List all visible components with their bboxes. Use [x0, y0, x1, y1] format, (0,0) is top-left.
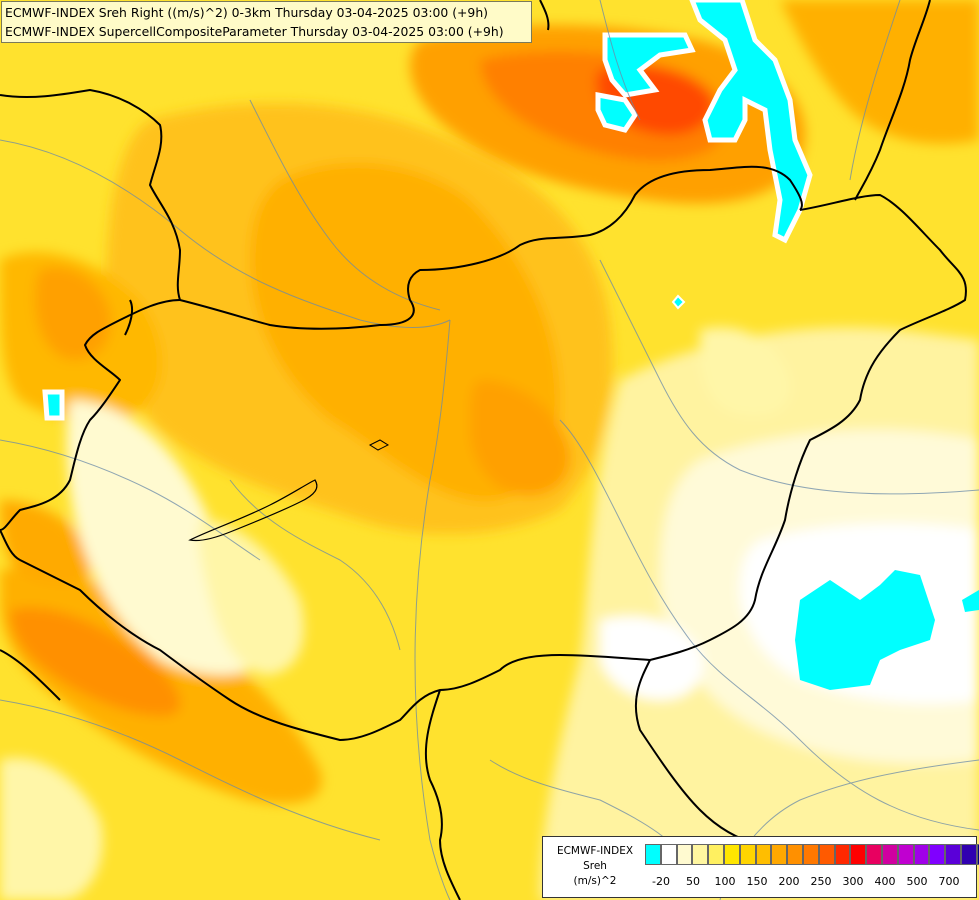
legend-swatch	[708, 844, 724, 865]
legend-swatch	[834, 844, 851, 865]
legend-swatch	[660, 844, 677, 865]
legend-tick-label: 500	[906, 875, 928, 888]
legend-title: ECMWF-INDEX	[556, 845, 634, 857]
legend-swatch	[850, 844, 867, 865]
legend-swatch	[787, 844, 803, 865]
map-title-line-2: ECMWF-INDEX SupercellCompositeParameter …	[5, 24, 504, 39]
lake-outline	[188, 479, 318, 542]
legend-unit: (m/s)^2	[573, 875, 617, 887]
legend-swatch	[802, 844, 819, 865]
legend-tick-label: 200	[778, 875, 800, 888]
legend-swatch	[676, 844, 693, 865]
negative-helicity-areas	[42, 0, 979, 690]
legend-tick-label: 700	[938, 875, 960, 888]
legend-swatch	[692, 844, 709, 865]
legend-swatch	[960, 844, 977, 865]
legend-swatch	[818, 844, 835, 865]
legend-tick-label: 300	[842, 875, 864, 888]
legend-swatch	[881, 844, 898, 865]
legend-tick-label: 50	[686, 875, 700, 888]
legend-swatch	[913, 844, 930, 865]
legend-tick-label: 150	[746, 875, 768, 888]
legend-tick-label: 250	[810, 875, 832, 888]
map-title-box: ECMWF-INDEX Sreh Right ((m/s)^2) 0-3km T…	[1, 1, 532, 43]
legend-variable: Sreh	[583, 860, 607, 872]
legend-tick-label: 100	[714, 875, 736, 888]
color-legend: ECMWF-INDEX Sreh (m/s)^2 -20 50 100 150 200 2…	[542, 836, 979, 898]
legend-swatch	[897, 844, 914, 865]
legend-tick-label: 400	[874, 875, 896, 888]
map-title-line-1: ECMWF-INDEX Sreh Right ((m/s)^2) 0-3km T…	[5, 5, 489, 20]
legend-swatch	[771, 844, 788, 865]
legend-tick-label: -20	[652, 875, 670, 888]
legend-swatch	[755, 844, 772, 865]
legend-swatch	[945, 844, 961, 865]
legend-swatch	[929, 844, 946, 865]
legend-swatch	[866, 844, 882, 865]
legend-swatch	[723, 844, 740, 865]
legend-swatches	[645, 844, 979, 865]
legend-swatch	[739, 844, 756, 865]
legend-swatch	[645, 844, 661, 865]
small-lake-outline	[368, 439, 390, 451]
legend-swatch	[976, 844, 979, 865]
